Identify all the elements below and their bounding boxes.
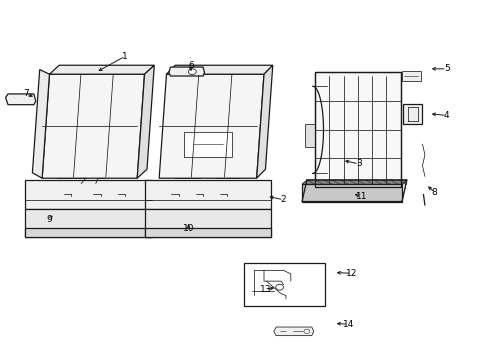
Polygon shape bbox=[5, 94, 36, 105]
Polygon shape bbox=[25, 209, 152, 237]
Polygon shape bbox=[302, 180, 406, 184]
Circle shape bbox=[275, 284, 283, 290]
Polygon shape bbox=[25, 228, 152, 237]
Polygon shape bbox=[137, 65, 154, 178]
Polygon shape bbox=[25, 180, 152, 209]
Text: 10: 10 bbox=[183, 224, 194, 233]
Polygon shape bbox=[256, 65, 272, 178]
Polygon shape bbox=[302, 184, 401, 202]
Polygon shape bbox=[273, 327, 313, 336]
Circle shape bbox=[188, 69, 196, 75]
Polygon shape bbox=[49, 65, 154, 74]
Polygon shape bbox=[144, 209, 271, 237]
Text: 12: 12 bbox=[346, 269, 357, 278]
Text: 8: 8 bbox=[431, 188, 437, 197]
Text: 6: 6 bbox=[187, 61, 193, 70]
Text: 9: 9 bbox=[46, 215, 52, 224]
Bar bbox=[244, 263, 325, 306]
Text: 1: 1 bbox=[122, 52, 128, 61]
Text: 7: 7 bbox=[23, 89, 29, 98]
Polygon shape bbox=[144, 228, 271, 237]
Polygon shape bbox=[401, 71, 420, 81]
Text: 2: 2 bbox=[280, 195, 286, 204]
Polygon shape bbox=[315, 72, 400, 187]
Polygon shape bbox=[402, 104, 422, 125]
Polygon shape bbox=[183, 132, 232, 157]
Polygon shape bbox=[159, 74, 264, 178]
Text: 11: 11 bbox=[355, 192, 366, 201]
Polygon shape bbox=[144, 180, 271, 209]
Polygon shape bbox=[168, 67, 204, 76]
Text: 4: 4 bbox=[443, 111, 449, 120]
Text: 5: 5 bbox=[443, 64, 449, 73]
Text: 14: 14 bbox=[342, 320, 353, 329]
Polygon shape bbox=[166, 65, 272, 74]
Text: 13: 13 bbox=[259, 284, 271, 293]
Circle shape bbox=[304, 329, 309, 333]
Text: 3: 3 bbox=[355, 159, 361, 168]
Polygon shape bbox=[32, 69, 49, 178]
Polygon shape bbox=[42, 74, 144, 178]
Polygon shape bbox=[305, 124, 315, 147]
